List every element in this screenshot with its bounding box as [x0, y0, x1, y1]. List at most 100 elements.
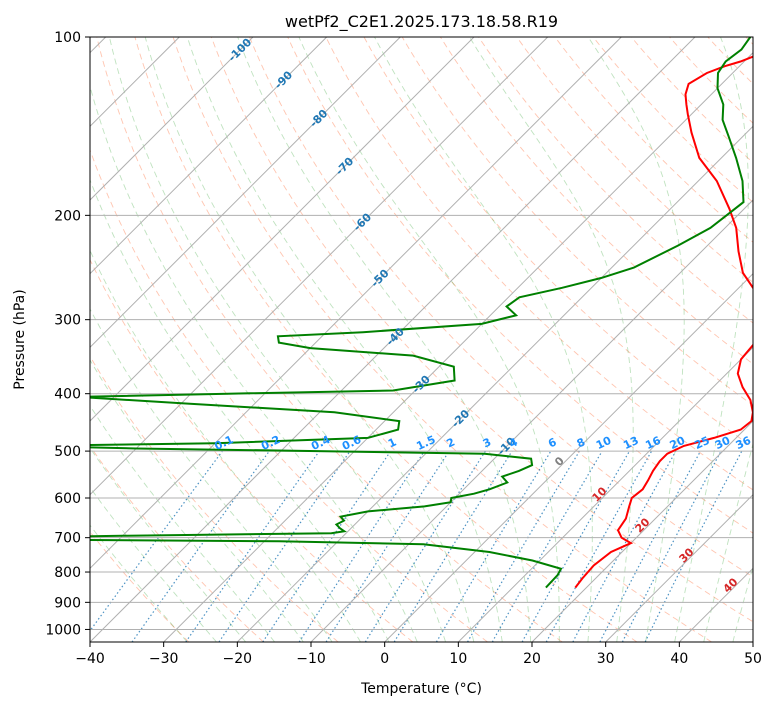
- dry-adiabat-line: [325, 37, 753, 491]
- isotherm-line: [605, 493, 753, 642]
- mixing-ratio-label: 20: [668, 434, 688, 452]
- y-tick-label: 700: [54, 531, 81, 547]
- mixing-ratio-line: [185, 450, 320, 642]
- mixing-ratio-label: 3: [481, 435, 493, 450]
- isotherm-line: [752, 641, 753, 642]
- mixing-ratio-line: [572, 450, 677, 642]
- profile-line: [574, 55, 753, 589]
- x-axis-label: Temperature (°C): [360, 681, 482, 697]
- moist-adiabat-line: [90, 178, 390, 642]
- background-lines: [90, 37, 775, 642]
- y-tick-label: 900: [54, 595, 81, 611]
- moist-adiabat-line: [144, 37, 475, 642]
- x-tick-label: −10: [296, 651, 326, 667]
- moist-adiabat-line: [703, 441, 753, 642]
- moist-adiabat-line: [90, 359, 304, 642]
- x-tick-label: 50: [744, 651, 762, 667]
- isotherm-line: [90, 37, 549, 496]
- mixing-ratio-label: 0.4: [309, 433, 332, 453]
- isotherm-line: [310, 199, 753, 642]
- x-tick-label: 10: [449, 651, 467, 667]
- isotherm-line: [90, 37, 328, 275]
- mixing-ratio-label: 2: [445, 435, 457, 450]
- profile-lines: [90, 37, 753, 589]
- mixing-ratio-label: 36: [734, 434, 754, 452]
- isotherm-line: [90, 37, 254, 201]
- moist-adiabat-line: [90, 486, 217, 642]
- dry-adiabat-line: [90, 355, 339, 642]
- moist-adiabat-label: 20: [633, 515, 653, 535]
- mixing-ratio-label: 10: [594, 434, 614, 452]
- moist-adiabat-line: [108, 37, 446, 642]
- dry-adiabat-line: [90, 445, 264, 642]
- mixing-ratio-label: 30: [713, 434, 733, 452]
- mixing-ratio-line: [545, 450, 653, 642]
- mixing-ratio-line: [364, 450, 486, 642]
- isotherm-line: [236, 125, 753, 642]
- mixing-ratio-line: [393, 450, 513, 642]
- dry-adiabat-line: [90, 148, 488, 642]
- mixing-ratio-label: 1: [386, 435, 398, 450]
- moist-adiabat-line: [732, 564, 753, 642]
- isotherm-line: [531, 420, 753, 642]
- moist-adiabat-line: [90, 524, 188, 642]
- y-axis-label: Pressure (hPa): [12, 289, 28, 389]
- dry-adiabat-line: [134, 37, 638, 642]
- dry-adiabat-line: [554, 37, 753, 243]
- x-tick-label: −20: [223, 651, 253, 667]
- profile-line: [90, 37, 752, 589]
- mixing-ratio-line: [131, 450, 270, 642]
- y-tick-label: 800: [54, 565, 81, 581]
- x-tick-label: 20: [523, 651, 541, 667]
- y-tick-label: 100: [54, 30, 81, 46]
- moist-adiabat-line: [90, 447, 247, 642]
- x-tick-label: −30: [149, 651, 179, 667]
- moist-adiabat-line: [90, 308, 333, 642]
- dry-adiabat-line: [516, 37, 753, 283]
- mixing-ratio-line: [521, 450, 631, 642]
- y-tick-label: 1000: [45, 622, 81, 638]
- dry-adiabat-line: [90, 531, 190, 642]
- mixing-ratio-label: 8: [575, 435, 587, 450]
- moist-adiabat-line: [90, 84, 418, 642]
- mixing-ratio-line: [325, 450, 450, 642]
- moist-adiabat-line: [674, 37, 749, 642]
- y-tick-label: 200: [54, 208, 81, 224]
- isotherm-line: [163, 51, 753, 642]
- y-tick-label: 400: [54, 387, 81, 403]
- y-tick-label: 300: [54, 313, 81, 329]
- mixing-ratio-label: 16: [643, 434, 663, 452]
- y-tick-label: 600: [54, 491, 81, 507]
- dry-adiabat-line: [90, 258, 414, 642]
- mixing-ratio-label: 25: [692, 434, 711, 452]
- plot-frame: [89, 36, 754, 643]
- mixing-ratio-label: 13: [621, 434, 640, 452]
- dry-adiabat-line: [249, 37, 753, 578]
- mixing-ratio-line: [298, 450, 425, 642]
- moist-adiabat-label: 10: [590, 484, 610, 504]
- x-tick-label: 0: [380, 651, 389, 667]
- isotherm-line: [457, 346, 753, 642]
- moist-adiabat-line: [90, 249, 361, 642]
- mixing-ratio-line: [90, 450, 223, 632]
- mixing-ratio-line: [262, 450, 392, 642]
- axis-ticks: −40 −30 −20 −10 0 10 20 30 40 5010020030040050060…: [45, 30, 762, 667]
- y-tick-label: 500: [54, 444, 81, 460]
- moist-adiabat-line: [762, 37, 775, 642]
- moist-adiabat-line: [469, 37, 634, 642]
- x-tick-label: 30: [597, 651, 615, 667]
- isotherm-line: [384, 272, 753, 642]
- mixing-ratio-line: [644, 450, 743, 642]
- moist-adiabat-line: [90, 404, 275, 642]
- chart-title: wetPf2_C2E1.2025.173.18.58.R19: [285, 12, 558, 32]
- mixing-ratio-label: 0.6: [340, 433, 363, 453]
- dry-adiabat-line: [745, 37, 753, 45]
- isotherm-line: [90, 37, 475, 422]
- moist-adiabat-label: 40: [721, 575, 741, 595]
- dry-adiabat-line: [210, 37, 753, 623]
- mixing-ratio-label: 1.5: [414, 433, 437, 453]
- dry-adiabat-line: [96, 37, 563, 642]
- isotherm-line: [90, 37, 401, 349]
- dry-adiabat-line: [707, 37, 753, 85]
